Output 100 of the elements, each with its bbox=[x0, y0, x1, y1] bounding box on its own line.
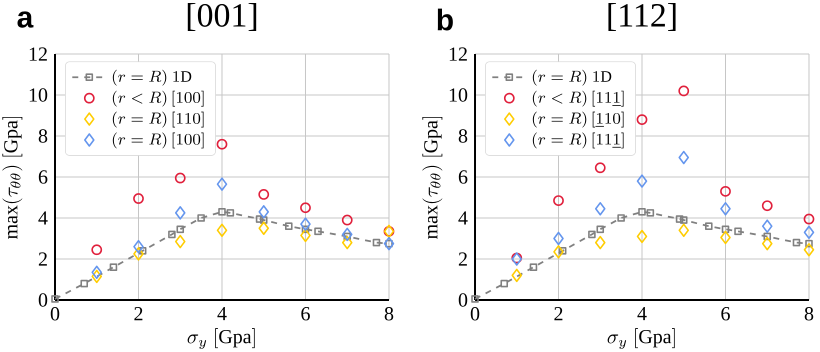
y-tick-label: 6 bbox=[38, 170, 48, 184]
point bbox=[804, 226, 814, 240]
point bbox=[174, 234, 186, 248]
point bbox=[594, 236, 606, 250]
x-tick-label: 8 bbox=[384, 307, 394, 320]
text: a bbox=[18, 11, 34, 28]
y-axis-title: $\max(\tau_{\theta\theta})\ [\mathrm{Gpa}]$ bbox=[422, 116, 442, 239]
point bbox=[80, 280, 88, 288]
point bbox=[174, 206, 186, 220]
point bbox=[720, 230, 731, 244]
point bbox=[530, 263, 538, 271]
point bbox=[553, 195, 564, 206]
point bbox=[511, 268, 522, 282]
point bbox=[678, 86, 690, 96]
legend-label: $(r<R)\,[100]$ bbox=[112, 90, 204, 107]
legend-label: $(r<R)\,[11\underline{1}]$ bbox=[532, 90, 624, 107]
point bbox=[762, 219, 773, 233]
point bbox=[553, 232, 564, 246]
y-tick-label: 8 bbox=[38, 129, 48, 143]
point bbox=[511, 252, 522, 264]
point bbox=[110, 263, 118, 271]
point bbox=[176, 225, 184, 234]
point bbox=[594, 202, 606, 216]
point bbox=[720, 186, 731, 197]
point bbox=[722, 225, 730, 234]
point bbox=[91, 244, 102, 256]
point bbox=[596, 225, 604, 234]
point bbox=[705, 222, 713, 230]
point bbox=[51, 295, 59, 303]
point bbox=[133, 247, 144, 261]
point bbox=[553, 245, 564, 259]
point bbox=[342, 228, 353, 242]
point bbox=[197, 214, 205, 222]
point bbox=[258, 205, 270, 219]
point bbox=[218, 208, 226, 216]
point bbox=[133, 193, 144, 204]
point bbox=[471, 295, 479, 303]
point bbox=[805, 240, 813, 248]
point bbox=[638, 208, 646, 216]
x-axis-title: $\sigma_y\ [\mathrm{Gpa}]$ bbox=[608, 328, 675, 349]
point bbox=[385, 240, 393, 248]
point bbox=[678, 150, 690, 164]
point bbox=[804, 214, 814, 224]
point bbox=[636, 114, 648, 125]
chart-title: [001] bbox=[188, 2, 256, 32]
point bbox=[300, 228, 311, 242]
point bbox=[342, 236, 353, 250]
point bbox=[138, 247, 146, 255]
y-tick-label: 8 bbox=[458, 129, 468, 143]
point bbox=[168, 230, 176, 238]
legend-label: $(r=R)\,[\underline{1}10]$ bbox=[532, 112, 624, 128]
point bbox=[762, 200, 773, 212]
point bbox=[284, 222, 293, 230]
point bbox=[91, 270, 102, 284]
x-tick-label: 0 bbox=[50, 307, 60, 320]
point bbox=[256, 215, 264, 223]
point bbox=[314, 228, 322, 236]
point bbox=[734, 228, 742, 236]
point bbox=[678, 224, 690, 238]
text: b bbox=[438, 8, 453, 31]
point bbox=[680, 216, 688, 224]
point bbox=[372, 238, 380, 246]
point bbox=[762, 236, 773, 250]
y-tick-label: 2 bbox=[38, 252, 47, 266]
chart-title: [112] bbox=[608, 2, 676, 32]
point bbox=[636, 230, 648, 244]
point bbox=[216, 224, 228, 238]
point bbox=[174, 172, 186, 184]
x-tick-label: 6 bbox=[721, 307, 730, 320]
point bbox=[720, 202, 731, 216]
legend-label: $(r=R)\ 1\mathrm{D}$ bbox=[532, 70, 612, 86]
point bbox=[384, 236, 394, 250]
point bbox=[216, 138, 228, 150]
point bbox=[302, 225, 310, 234]
point bbox=[500, 280, 508, 288]
y-axis-title: $\max(\tau_{\theta\theta})\ [\mathrm{Gpa}]$ bbox=[2, 116, 22, 239]
point bbox=[763, 232, 772, 240]
point bbox=[300, 202, 311, 214]
point bbox=[792, 238, 800, 246]
legend-label: $(r=R)\,[11\underline{1}]$ bbox=[532, 132, 624, 148]
legend-label: $(r=R)\,[110]$ bbox=[112, 112, 204, 128]
point bbox=[342, 214, 353, 226]
y-tick-label: 6 bbox=[458, 170, 468, 184]
point bbox=[91, 266, 102, 280]
point bbox=[511, 252, 522, 266]
x-tick-label: 4 bbox=[637, 307, 647, 320]
point bbox=[258, 189, 270, 200]
x-axis-title: $\sigma_y\ [\mathrm{Gpa}]$ bbox=[188, 328, 255, 349]
legend-label: $(r=R)\ 1\mathrm{D}$ bbox=[112, 70, 192, 86]
y-tick-label: 12 bbox=[30, 47, 47, 61]
point bbox=[804, 242, 814, 257]
legend-label: $(r=R)\,[100]$ bbox=[112, 132, 204, 148]
y-tick-label: 0 bbox=[458, 293, 468, 307]
x-tick-label: 6 bbox=[301, 307, 310, 320]
y-tick-label: 4 bbox=[38, 211, 48, 225]
y-tick-label: 10 bbox=[30, 88, 48, 102]
point bbox=[588, 230, 596, 238]
x-tick-label: 2 bbox=[134, 307, 142, 320]
point bbox=[646, 209, 654, 217]
point bbox=[594, 162, 606, 174]
